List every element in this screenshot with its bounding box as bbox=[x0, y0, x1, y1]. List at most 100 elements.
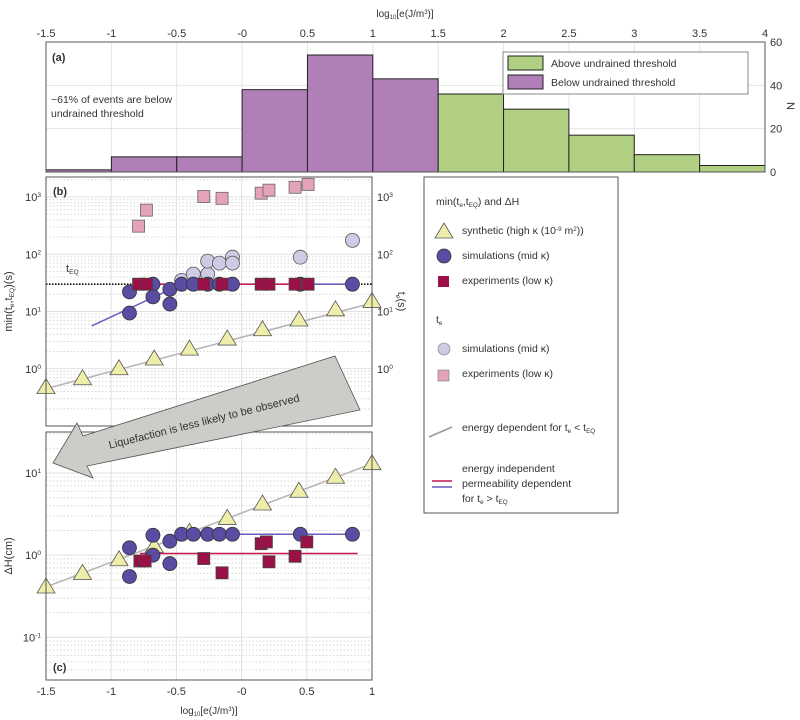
histogram-bar bbox=[372, 78, 439, 173]
text-segment: ,t bbox=[463, 196, 469, 208]
text-segment: 1 bbox=[37, 468, 41, 475]
circle-marker-dark bbox=[122, 305, 137, 321]
text-segment: 2 bbox=[573, 226, 577, 233]
circle-marker-dark bbox=[122, 569, 137, 584]
text-segment: 10 bbox=[25, 307, 37, 319]
text-segment: (s) bbox=[395, 298, 407, 311]
x-tick-label: -1.5 bbox=[37, 28, 56, 40]
x-tick-label: 0.5 bbox=[300, 28, 315, 40]
legend-swatch bbox=[507, 55, 544, 71]
circle-marker-dark bbox=[345, 276, 360, 292]
square-marker-dark bbox=[140, 277, 153, 291]
text-segment: [e(J/m bbox=[200, 706, 228, 717]
text-segment: synthetic (high κ (10 bbox=[462, 225, 556, 237]
legend-title-te: te bbox=[436, 314, 443, 327]
text-segment: 2 bbox=[389, 249, 393, 256]
x-tick-label: -1 bbox=[106, 686, 116, 698]
histogram-bar bbox=[568, 134, 635, 173]
x-axis-label: log10[e(J/m3)] bbox=[180, 706, 238, 718]
text-segment: e bbox=[480, 499, 484, 506]
legend-gray-line bbox=[428, 426, 453, 438]
text-segment: 10 bbox=[23, 632, 35, 644]
text-segment: ) and ΔH bbox=[478, 196, 519, 208]
square-marker-dark bbox=[197, 552, 211, 565]
histogram-bar bbox=[503, 108, 570, 173]
legend-circle-light bbox=[437, 342, 451, 356]
y-tick-label: 40 bbox=[770, 80, 782, 92]
y-axis-label: ΔH(cm) bbox=[3, 537, 15, 574]
circle-marker-light bbox=[345, 232, 360, 248]
circle-marker-dark bbox=[345, 526, 360, 542]
square-marker-dark bbox=[259, 535, 273, 549]
triangle-marker bbox=[325, 467, 346, 484]
right-y-tick-label: 103 bbox=[377, 192, 393, 204]
legend-label: Above undrained threshold bbox=[551, 58, 677, 70]
legend-title-min: min(te,tEQ) and ΔH bbox=[436, 196, 519, 209]
x-tick-label: 1.5 bbox=[431, 28, 446, 40]
text-segment: experiments (low κ) bbox=[462, 368, 553, 380]
circle-marker-dark bbox=[162, 533, 178, 549]
text-segment: 0 bbox=[37, 550, 41, 557]
trend-line bbox=[45, 302, 373, 390]
legend-simulations-mid: simulations (mid κ) bbox=[462, 250, 550, 262]
text-segment: EQ bbox=[499, 499, 508, 506]
y-tick-label: 10-1 bbox=[23, 632, 41, 644]
legend-energy-independent: energy independent bbox=[462, 463, 555, 475]
text-segment: simulations (mid κ) bbox=[462, 250, 550, 262]
text-segment: )) bbox=[577, 225, 584, 237]
circle-marker-dark bbox=[212, 526, 227, 542]
text-segment: e bbox=[9, 303, 16, 307]
triangle-marker bbox=[179, 339, 200, 356]
x-tick-label: -1 bbox=[106, 28, 116, 40]
y-axis-label: N bbox=[784, 102, 796, 110]
y-tick-label: 20 bbox=[770, 124, 782, 136]
text-segment: min(t bbox=[3, 307, 15, 331]
square-marker-light bbox=[288, 180, 302, 194]
text-segment: e bbox=[394, 295, 401, 299]
arrow-shape bbox=[52, 355, 361, 479]
circle-marker-dark bbox=[162, 556, 178, 571]
histogram-bar bbox=[241, 89, 308, 173]
panel-label: (c) bbox=[53, 662, 67, 674]
legend-square-light bbox=[437, 369, 450, 382]
square-marker-light bbox=[301, 178, 315, 191]
legend-energy-independent: for te > tEQ bbox=[462, 493, 508, 506]
text-segment: )(s) bbox=[3, 271, 15, 288]
text-segment: 10 bbox=[25, 364, 37, 376]
text-segment: )] bbox=[232, 706, 238, 717]
text-segment: 10 bbox=[194, 712, 201, 718]
square-marker-light bbox=[215, 191, 229, 205]
text-segment: 1 bbox=[37, 307, 41, 314]
text-segment: 10 bbox=[377, 307, 389, 319]
triangle-marker bbox=[325, 300, 346, 317]
square-marker-light bbox=[140, 203, 153, 217]
square-marker-light bbox=[262, 183, 276, 197]
text-segment: 10 bbox=[25, 192, 37, 204]
histogram-bar bbox=[633, 154, 701, 173]
x-tick-label: -0 bbox=[237, 28, 247, 40]
square-marker-dark bbox=[288, 549, 302, 563]
x-axis-title: log10[e(J/m3)] bbox=[376, 9, 434, 21]
text-segment: 10 bbox=[390, 15, 397, 21]
text-segment: 10 bbox=[377, 192, 389, 204]
text-segment: 3 bbox=[424, 10, 428, 16]
text-segment: log bbox=[180, 706, 193, 717]
y-axis-label: min(te,tEQ)(s) bbox=[3, 271, 16, 331]
x-tick-label: -1.5 bbox=[37, 686, 56, 698]
text-segment: energy independent bbox=[462, 463, 555, 475]
text-segment: e bbox=[439, 320, 443, 327]
legend-experiments-low: experiments (low κ) bbox=[462, 275, 553, 287]
x-tick-label: 0.5 bbox=[299, 686, 314, 698]
right-y-tick-label: 101 bbox=[377, 307, 393, 319]
square-marker-dark bbox=[262, 277, 276, 291]
circle-marker-light bbox=[225, 255, 240, 271]
circle-marker-dark bbox=[225, 526, 240, 542]
panel-label: (a) bbox=[52, 52, 66, 64]
text-segment: 0 bbox=[389, 364, 393, 371]
text-segment: energy dependent for t bbox=[462, 422, 568, 434]
circle-marker-dark bbox=[185, 526, 201, 542]
triangle-marker bbox=[217, 329, 237, 346]
circle-marker-dark bbox=[436, 248, 452, 264]
triangle-marker bbox=[289, 310, 309, 327]
